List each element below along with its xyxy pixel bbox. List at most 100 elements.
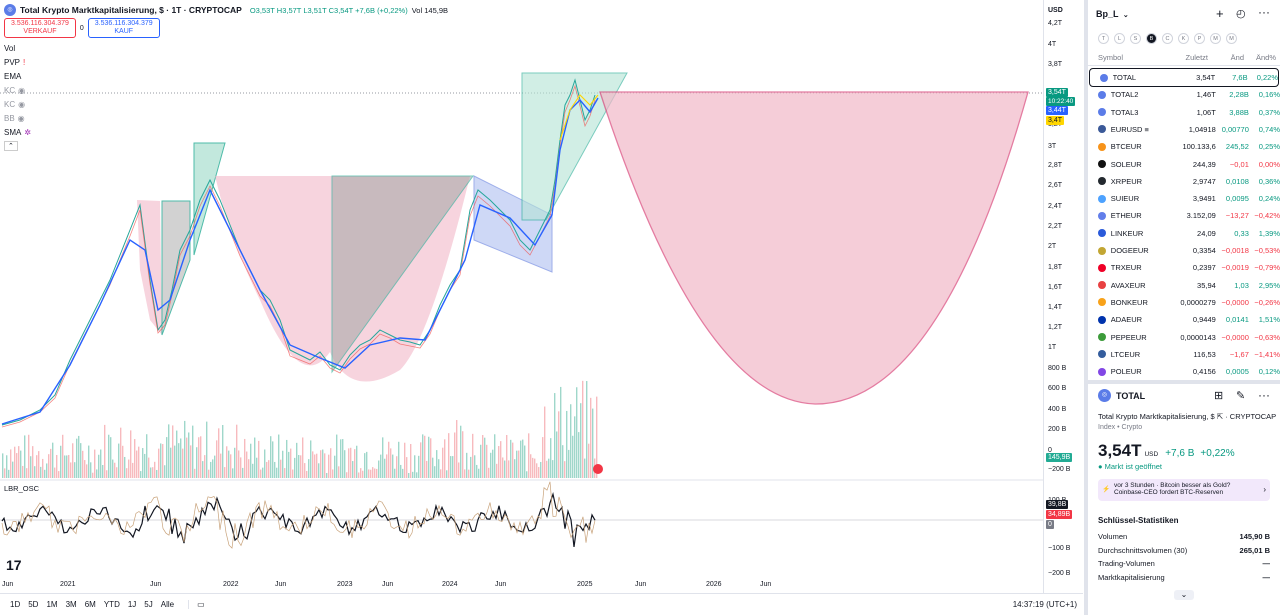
- currency-label[interactable]: USD: [1048, 7, 1063, 14]
- watchlist-row[interactable]: BTCEUR 100.133,6 245,52 0,25%: [1088, 138, 1280, 155]
- triangle-pattern-3[interactable]: [331, 175, 474, 374]
- news-card[interactable]: ⚡ vor 3 Stunden · Bitcoin besser als Gol…: [1098, 479, 1270, 501]
- filter-chip[interactable]: L: [1114, 33, 1125, 44]
- watchlist-row[interactable]: ETHEUR 3.152,09 −13,27 −0,42%: [1088, 207, 1280, 224]
- details-exchange[interactable]: CRYPTOCAP: [1229, 412, 1277, 421]
- oscillator-legend[interactable]: LBR_OSC: [4, 484, 40, 493]
- volume-bar: [278, 434, 280, 478]
- filter-chip[interactable]: P: [1194, 33, 1205, 44]
- sma-settings-icon[interactable]: ✲: [24, 127, 32, 137]
- eye-hidden-icon[interactable]: ◉: [18, 99, 26, 109]
- col-pct[interactable]: Änd%: [1255, 53, 1276, 62]
- price-series[interactable]: [1, 78, 596, 426]
- more-icon[interactable]: ···: [1258, 5, 1270, 19]
- watchlist-row[interactable]: AVAXEUR 35,94 1,03 2,95%: [1088, 277, 1280, 294]
- eye-hidden-icon[interactable]: ◉: [17, 113, 25, 123]
- filter-chip[interactable]: M: [1210, 33, 1221, 44]
- range-5j[interactable]: 5J: [144, 600, 153, 609]
- volume-bar: [212, 459, 214, 478]
- filter-chip[interactable]: M: [1226, 33, 1237, 44]
- edit-icon[interactable]: ✎: [1236, 390, 1246, 402]
- col-symbol[interactable]: Symbol: [1098, 53, 1124, 62]
- clock[interactable]: 14:37:19 (UTC+1): [1012, 600, 1077, 609]
- watchlist-row[interactable]: XRPEUR 2,9747 0,0108 0,36%: [1088, 173, 1280, 190]
- sma-line[interactable]: [559, 94, 599, 141]
- volume-bar: [342, 439, 344, 478]
- triangle-pattern-2[interactable]: [193, 142, 226, 256]
- add-symbol-icon[interactable]: +: [1216, 6, 1224, 21]
- watchlist-row[interactable]: TOTAL3 1,06T 3,88B 0,37%: [1088, 104, 1280, 121]
- filter-chip[interactable]: C: [1162, 33, 1173, 44]
- grid-view-icon[interactable]: ⊞: [1214, 390, 1224, 402]
- more-icon[interactable]: ···: [1258, 388, 1270, 402]
- range-1m[interactable]: 1M: [46, 600, 58, 609]
- watchlist-options-icon[interactable]: ◴: [1236, 8, 1246, 20]
- us-flag-icon[interactable]: [593, 464, 603, 476]
- time-axis[interactable]: Jun 2021 Jun 2022 Jun 2023 Jun 2024 Jun …: [0, 578, 1043, 593]
- tradingview-logo[interactable]: 17: [6, 557, 22, 573]
- watchlist-row[interactable]: TOTAL2 1,46T 2,28B 0,16%: [1088, 86, 1280, 103]
- range-1j[interactable]: 1J: [127, 600, 137, 609]
- range-1d[interactable]: 1D: [10, 600, 21, 609]
- watchlist-row[interactable]: POLEUR 0,4156 0,0005 0,12%: [1088, 363, 1280, 380]
- sell-button[interactable]: 3.536.116.304.379 VERKAUF: [4, 18, 76, 38]
- watchlist-row[interactable]: ADAEUR 0,9449 0,0141 1,51%: [1088, 311, 1280, 328]
- chart-canvas[interactable]: ◎ Total Krypto Marktkapitalisierung, $ ·…: [0, 0, 1043, 593]
- coin-logo-icon: [1098, 298, 1106, 307]
- col-last[interactable]: Zuletzt: [1185, 53, 1208, 62]
- watchlist-row[interactable]: SUIEUR 3,9491 0,0095 0,24%: [1088, 190, 1280, 207]
- projected-cup-pattern[interactable]: [599, 91, 1029, 405]
- volume-bar: [248, 459, 250, 478]
- col-chg[interactable]: Änd: [1230, 53, 1244, 62]
- filter-chip[interactable]: T: [1098, 33, 1109, 44]
- ema-line[interactable]: [1, 97, 599, 425]
- buy-button[interactable]: 3.536.116.304.379 KAUF: [87, 18, 160, 38]
- oscillator-line-secondary[interactable]: [1, 481, 596, 549]
- volume-bar: [150, 467, 152, 478]
- details-symbol[interactable]: TOTAL: [1116, 390, 1146, 401]
- eye-hidden-icon[interactable]: ◉: [18, 85, 26, 95]
- volume-bars[interactable]: [2, 380, 598, 478]
- watchlist-row[interactable]: DOGEEUR 0,3354 −0,0018 −0,53%: [1088, 242, 1280, 259]
- filter-chip[interactable]: B: [1146, 33, 1157, 44]
- cup-pattern-2[interactable]: [215, 176, 330, 366]
- watchlist-row[interactable]: LINKEUR 24,09 0,33 1,39%: [1088, 225, 1280, 242]
- watchlist-row[interactable]: TRXEUR 0,2397 −0,0019 −0,79%: [1088, 259, 1280, 276]
- range-6m[interactable]: 6M: [84, 600, 96, 609]
- watchlist-row[interactable]: BONKEUR 0,0000279 −0,0000 −0,26%: [1088, 294, 1280, 311]
- watchlist-row[interactable]: LTCEUR 116,53 −1,67 −1,41%: [1088, 346, 1280, 363]
- date-range-icon[interactable]: ▭: [188, 600, 205, 609]
- indicator-pvp[interactable]: PVP!: [4, 57, 26, 67]
- volume-bar: [354, 449, 356, 478]
- range-3m[interactable]: 3M: [65, 600, 77, 609]
- oscillator-line[interactable]: [1, 491, 596, 547]
- volume-bar: [104, 424, 106, 478]
- volume-bar: [434, 466, 436, 478]
- legend-title[interactable]: Total Krypto Marktkapitalisierung, $ · 1…: [20, 5, 242, 15]
- price-chart-svg[interactable]: [0, 0, 1043, 593]
- indicator-kc-2[interactable]: KC ◉: [4, 99, 26, 109]
- range-alle[interactable]: Alle: [160, 600, 175, 609]
- indicator-sma[interactable]: SMA ✲: [4, 127, 32, 137]
- collapse-legend-button[interactable]: ⌃: [4, 139, 448, 153]
- indicator-bb[interactable]: BB ◉: [4, 113, 25, 123]
- filter-chip[interactable]: K: [1178, 33, 1189, 44]
- external-link-icon[interactable]: ⇱: [1216, 412, 1224, 421]
- watchlist-row[interactable]: SOLEUR 244,39 −0,01 0,00%: [1088, 156, 1280, 173]
- watchlist-row[interactable]: EURUSD ≡ 1,04918 0,00770 0,74%: [1088, 121, 1280, 138]
- volume-bar: [338, 466, 340, 478]
- volume-bar: [8, 469, 10, 478]
- watchlist-row[interactable]: PEPEEUR 0,0000143 −0,0000 −0,63%: [1088, 329, 1280, 346]
- indicator-vol[interactable]: Vol: [4, 43, 16, 53]
- indicator-kc-1[interactable]: KC ◉: [4, 85, 26, 95]
- indicator-ema[interactable]: EMA: [4, 71, 22, 81]
- filter-chip[interactable]: S: [1130, 33, 1141, 44]
- watchlist-selector[interactable]: Bp_L ⌄: [1096, 9, 1129, 19]
- watchlist-row[interactable]: TOTAL 3,54T 7,6B 0,22%: [1089, 68, 1279, 87]
- range-5d[interactable]: 5D: [28, 600, 39, 609]
- expand-details-button[interactable]: ⌄: [1174, 590, 1194, 600]
- price-axis[interactable]: USD 4,2T4T3,8T3,2T3T2,8T2,6T2,4T2,2T2T1,…: [1043, 0, 1083, 593]
- range-ytd[interactable]: YTD: [103, 600, 120, 609]
- triangle-pattern-4[interactable]: [521, 72, 628, 221]
- volume-bar: [528, 433, 530, 478]
